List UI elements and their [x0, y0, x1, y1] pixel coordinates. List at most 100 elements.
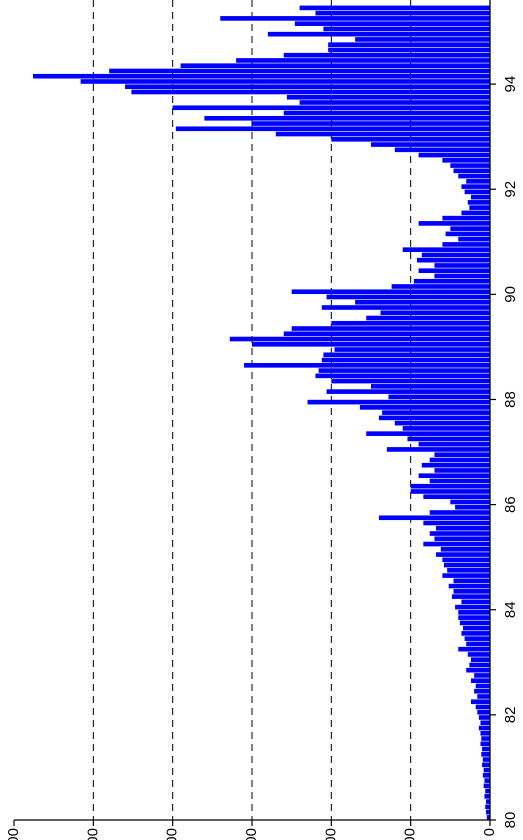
bar: [442, 573, 490, 578]
bar: [429, 478, 490, 484]
bar: [461, 184, 490, 189]
bar: [418, 221, 490, 226]
bar: [366, 431, 490, 436]
bar: [125, 84, 491, 90]
bar: [429, 457, 490, 463]
bar: [413, 278, 490, 284]
bar: [402, 426, 490, 431]
bar: [423, 541, 490, 547]
bar: [481, 751, 490, 757]
bar: [321, 357, 490, 363]
bar: [483, 783, 490, 789]
bar: [470, 699, 490, 705]
bar: [475, 704, 490, 710]
bar: [423, 494, 490, 500]
bar: [371, 142, 490, 147]
bar: [482, 762, 490, 768]
bar: [483, 767, 490, 773]
bar: [450, 226, 490, 231]
bar: [450, 499, 490, 505]
bar: [464, 636, 490, 641]
bar: [447, 568, 490, 573]
bar: [466, 641, 490, 647]
bar: [380, 310, 490, 316]
bar: [470, 194, 490, 200]
bar: [355, 37, 490, 42]
bar: [394, 147, 490, 153]
bar: [326, 294, 490, 300]
bar: [478, 725, 490, 731]
bar: [461, 210, 490, 216]
bar: [172, 105, 490, 111]
bar: [378, 515, 490, 521]
bar: [442, 557, 490, 563]
x-tick-label: 90: [502, 286, 519, 303]
bar: [267, 31, 490, 37]
y-tick-label: 2000: [164, 828, 181, 840]
bar: [334, 347, 490, 352]
x-tick-label: 88: [502, 391, 519, 408]
bar: [175, 126, 490, 132]
bar: [331, 136, 490, 142]
bar: [464, 189, 490, 195]
y-tick-label: 0: [481, 828, 498, 836]
bars: [33, 5, 491, 820]
bar: [443, 562, 490, 568]
bar: [286, 94, 490, 100]
bar: [484, 794, 490, 799]
bar: [315, 10, 490, 16]
bar: [386, 447, 490, 452]
x-tick-label: 80: [502, 812, 519, 829]
bar: [467, 652, 490, 657]
bar: [323, 26, 490, 32]
bar: [321, 305, 490, 310]
bar: [485, 788, 490, 794]
bar: [315, 373, 490, 379]
bar: [474, 673, 490, 678]
bar: [394, 420, 490, 426]
bar: [450, 163, 490, 168]
x-tick-label: 82: [502, 707, 519, 724]
bar: [461, 631, 490, 636]
bar: [486, 815, 490, 820]
bar: [434, 452, 490, 457]
bar: [434, 263, 490, 268]
bar: [442, 215, 490, 221]
bar: [469, 205, 490, 210]
bar: [458, 610, 490, 615]
bar: [469, 662, 490, 668]
bar: [485, 804, 490, 810]
bar: [410, 489, 490, 494]
bar: [481, 736, 490, 741]
bar: [421, 252, 490, 258]
bar: [283, 52, 490, 58]
y-tick-label: 1500: [243, 828, 260, 840]
bar: [436, 552, 490, 557]
bar: [470, 678, 490, 684]
bar: [417, 257, 490, 263]
bar: [180, 63, 490, 69]
bar: [391, 284, 490, 289]
bar: [423, 520, 490, 526]
bar: [458, 615, 490, 620]
x-tick-label: 86: [502, 496, 519, 513]
bar: [410, 483, 490, 489]
bar: [467, 200, 490, 205]
bar: [434, 468, 490, 473]
bar: [283, 110, 490, 116]
bar: [229, 336, 490, 342]
bar: [442, 158, 490, 163]
bar: [328, 47, 490, 53]
bar: [482, 773, 490, 778]
bar: [480, 730, 490, 736]
bar: [448, 583, 490, 589]
bar: [434, 273, 490, 279]
y-axis-ticks: 0 500 1000 1500 2000 2500 3000: [5, 820, 498, 840]
bar: [355, 299, 490, 305]
bar: [453, 578, 490, 584]
bar: [418, 473, 490, 479]
bar: [291, 289, 490, 295]
x-tick-label: 92: [502, 181, 519, 198]
bar: [402, 247, 490, 252]
